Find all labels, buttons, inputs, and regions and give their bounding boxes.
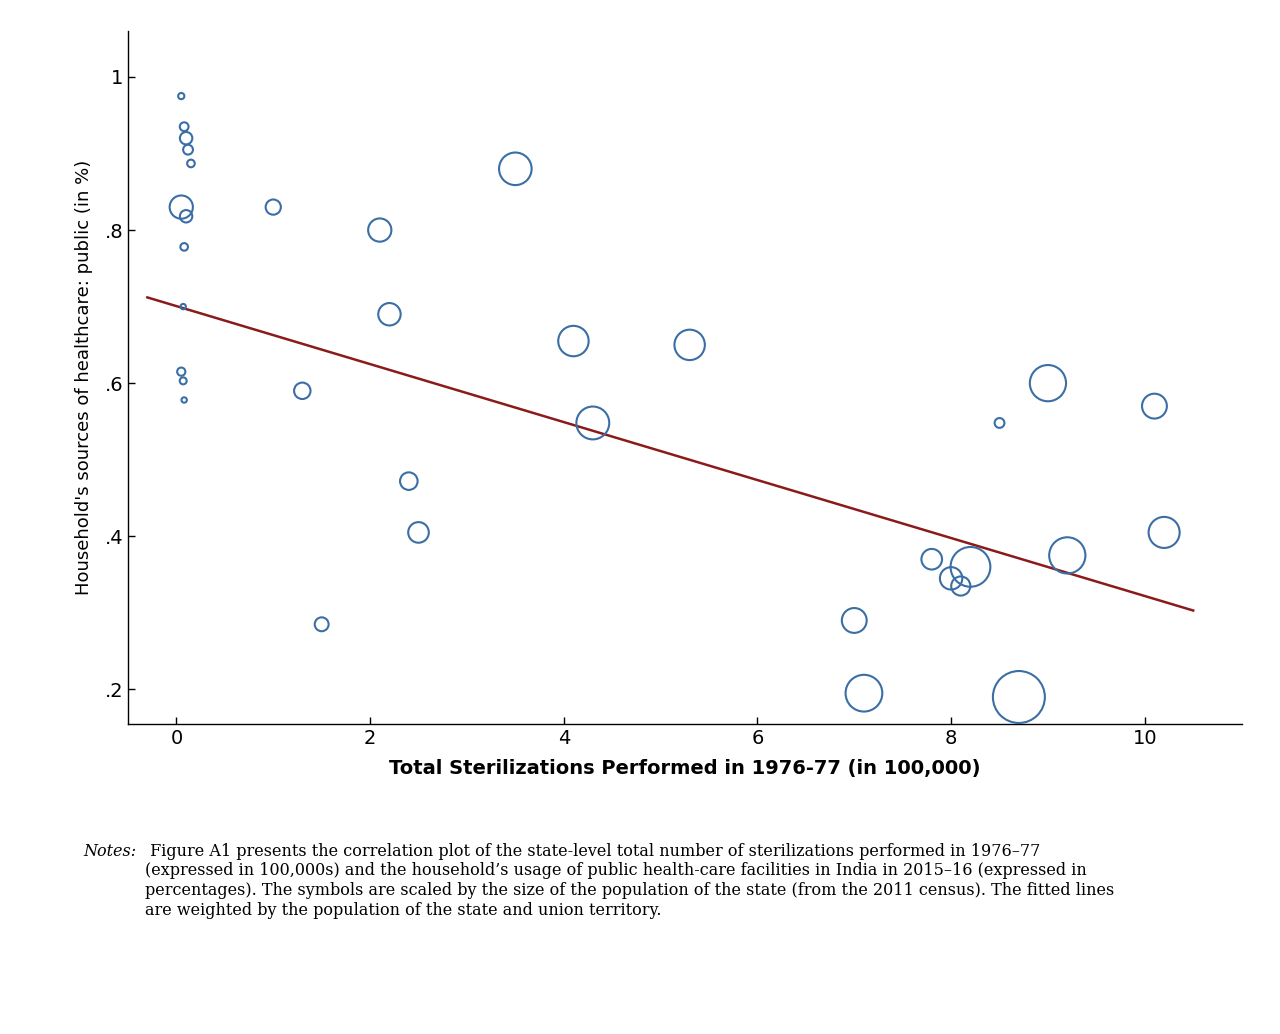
Point <box>941 570 961 586</box>
Point <box>960 558 980 575</box>
Point <box>680 337 700 354</box>
Point <box>175 130 196 147</box>
Point <box>1009 689 1029 705</box>
Point <box>311 616 332 633</box>
Point <box>1057 547 1078 564</box>
Point <box>173 299 193 315</box>
Point <box>262 199 283 215</box>
Point <box>292 383 312 399</box>
Point <box>1144 398 1165 415</box>
Point <box>379 306 399 323</box>
Point <box>408 524 429 541</box>
Y-axis label: Household's sources of healthcare: public (in %): Household's sources of healthcare: publi… <box>76 160 93 595</box>
Point <box>173 372 193 389</box>
Point <box>370 221 390 238</box>
Point <box>174 392 195 408</box>
Point <box>582 415 603 431</box>
Point <box>175 208 196 224</box>
X-axis label: Total Sterilizations Performed in 1976-77 (in 100,000): Total Sterilizations Performed in 1976-7… <box>389 759 980 778</box>
Point <box>844 612 864 629</box>
Point <box>174 119 195 135</box>
Point <box>178 142 198 158</box>
Point <box>172 199 192 215</box>
Point <box>506 160 526 177</box>
Point <box>1153 524 1174 541</box>
Point <box>922 551 942 568</box>
Point <box>989 415 1010 431</box>
Point <box>951 578 972 595</box>
Point <box>854 685 874 701</box>
Point <box>172 88 192 104</box>
Text: Figure A1 presents the correlation plot of the state-level total number of steri: Figure A1 presents the correlation plot … <box>145 843 1114 918</box>
Point <box>1038 375 1059 392</box>
Point <box>563 333 584 349</box>
Point <box>180 155 201 172</box>
Point <box>172 363 192 379</box>
Point <box>174 239 195 255</box>
Text: Notes:: Notes: <box>83 843 137 859</box>
Point <box>398 473 419 489</box>
